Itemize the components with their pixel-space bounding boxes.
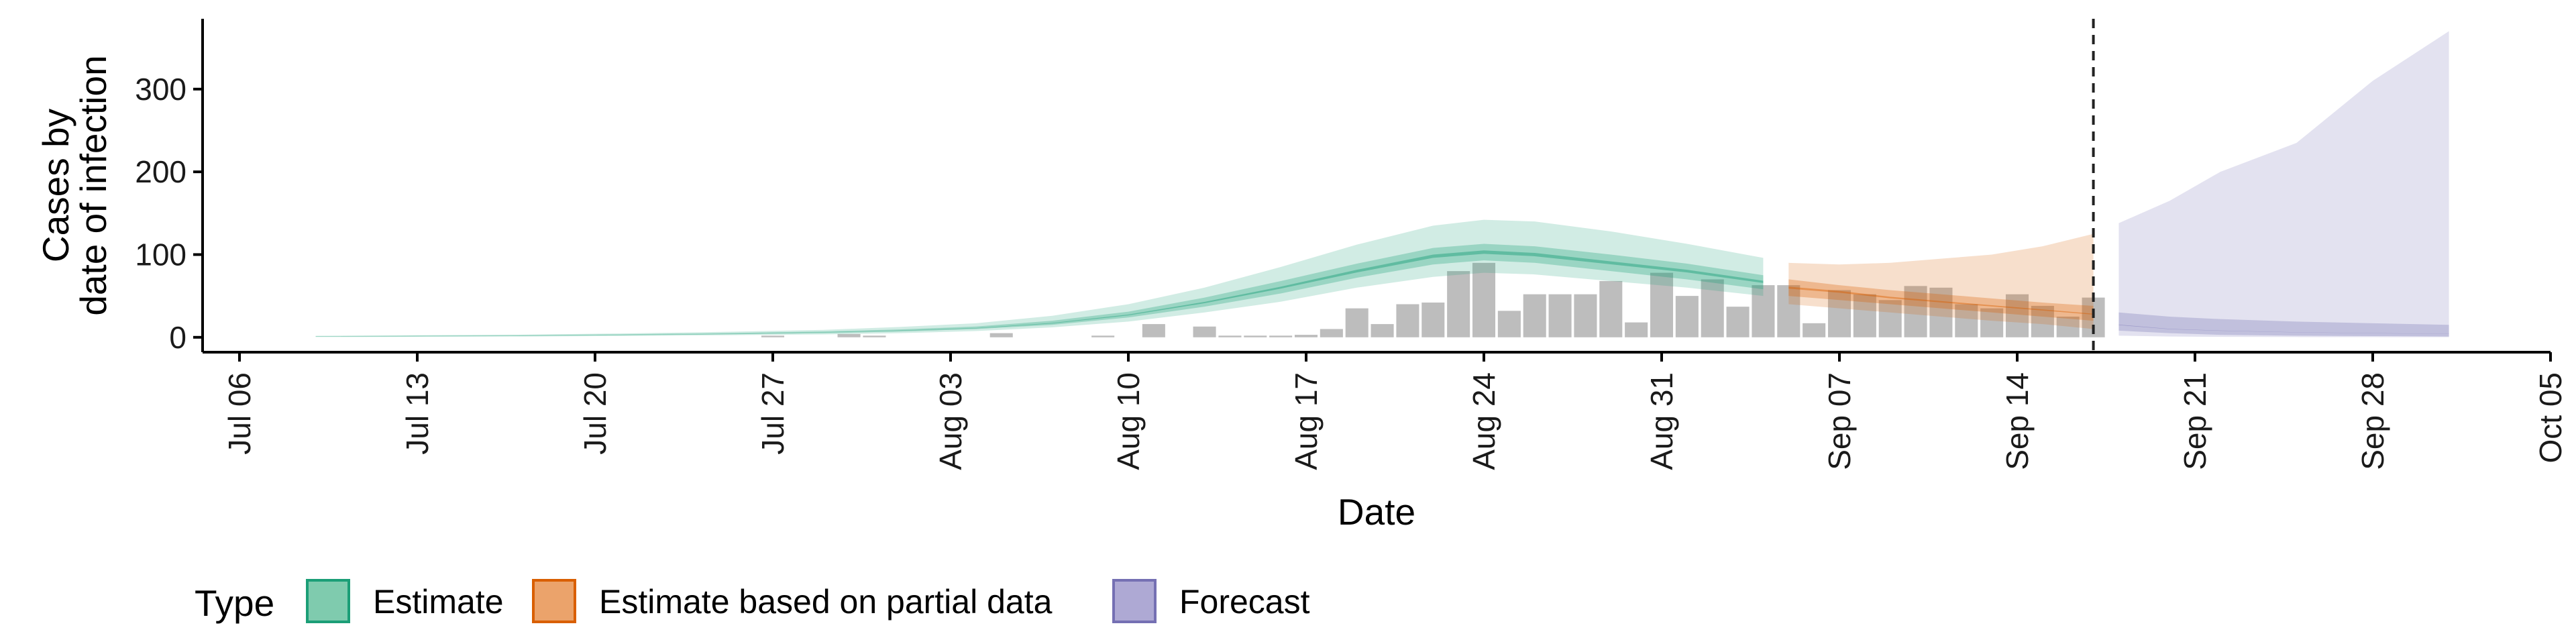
y-tick-label-300: 300 (135, 72, 186, 107)
bar-observed-2020-09-02 (1701, 279, 1724, 337)
ribbon-90 (2118, 31, 2449, 337)
x-tick-label-2020-08-17: Aug 17 (1289, 372, 1324, 470)
legend-key-2 (1112, 579, 1157, 623)
x-tick-label-2020-07-27: Jul 27 (755, 372, 790, 455)
bar-observed-2020-08-17 (1294, 335, 1318, 337)
bar-observed-2020-08-29 (1599, 280, 1623, 337)
bar-observed-2020-07-31 (863, 335, 886, 337)
bar-observed-2020-08-05 (989, 333, 1013, 337)
x-tick-label-2020-08-10: Aug 10 (1111, 372, 1146, 470)
y-tick-label-100: 100 (135, 237, 186, 272)
bar-observed-2020-09-07 (1827, 290, 1851, 337)
bar-observed-2020-09-06 (1803, 323, 1826, 337)
bar-observed-2020-08-18 (1320, 329, 1343, 337)
legend-key-1 (532, 579, 576, 623)
series-estimate (315, 219, 1764, 337)
bar-observed-2020-09-08 (1853, 294, 1876, 337)
y-axis-title: Cases by date of infection (35, 55, 114, 315)
bar-observed-2020-08-09 (1091, 335, 1115, 337)
x-axis-ticks: Jul 06 Jul 13 Jul 20 Jul 27 Aug 03 Aug 10 Aug … (222, 352, 2568, 470)
y-axis-ticks: 0 100 200 300 (135, 72, 203, 355)
x-tick-label-2020-09-07: Sep 07 (1822, 372, 1857, 470)
y-tick-label-0: 0 (169, 320, 186, 355)
x-tick-label-2020-08-24: Aug 24 (1466, 372, 1501, 470)
legend: Type Estimate Estimate based on partial d… (195, 579, 1310, 624)
bar-observed-2020-08-20 (1371, 324, 1394, 337)
ribbon-50 (2118, 312, 2449, 337)
bar-observed-2020-09-16 (2056, 316, 2080, 337)
legend-title: Type (195, 582, 274, 624)
bar-observed-2020-09-04 (1752, 285, 1775, 337)
bar-observed-2020-09-15 (2031, 305, 2054, 337)
y-axis-title-line-2: date of infection (72, 55, 114, 315)
bar-observed-2020-08-13 (1193, 326, 1216, 337)
bar-observed-2020-08-28 (1574, 294, 1597, 337)
legend-label-1: Estimate based on partial data (599, 583, 1053, 621)
series-forecast (2118, 31, 2449, 337)
bar-observed-2020-08-26 (1523, 294, 1546, 337)
plot-area (315, 19, 2449, 352)
y-tick-label-200: 200 (135, 154, 186, 189)
bar-observed-2020-09-05 (1777, 285, 1801, 337)
bar-observed-2020-09-10 (1904, 286, 1927, 337)
x-tick-label-2020-07-06: Jul 06 (222, 372, 257, 455)
legend-label-0: Estimate (373, 583, 504, 621)
bar-observed-2020-08-24 (1472, 262, 1496, 337)
x-tick-label-2020-08-03: Aug 03 (933, 372, 968, 470)
bar-observed-2020-09-13 (1980, 308, 2004, 337)
bar-observed-2020-07-27 (761, 335, 785, 337)
x-tick-label-2020-08-31: Aug 31 (1644, 372, 1679, 470)
x-axis-title: Date (1338, 491, 1415, 533)
bar-observed-2020-09-09 (1878, 300, 1902, 337)
bar-observed-2020-08-16 (1269, 335, 1293, 337)
bar-observed-2020-08-21 (1396, 304, 1419, 337)
bar-observed-2020-09-11 (1929, 287, 1953, 337)
bar-observed-2020-09-12 (1955, 304, 1978, 337)
bar-observed-2020-08-31 (1650, 272, 1674, 337)
bar-observed-2020-08-22 (1421, 303, 1445, 337)
bar-observed-2020-09-14 (2005, 294, 2029, 337)
x-tick-label-2020-07-13: Jul 13 (400, 372, 435, 455)
ribbon-50 (1788, 279, 2094, 321)
ribbon-90 (1788, 233, 2094, 329)
legend-label-2: Forecast (1179, 583, 1310, 621)
x-tick-label-2020-10-05: Oct 05 (2533, 372, 2568, 464)
ribbon-90 (315, 219, 1764, 337)
series-estimate-based-on-partial-data (1788, 233, 2094, 329)
x-tick-label-2020-07-20: Jul 20 (578, 372, 612, 455)
bar-observed-2020-08-25 (1497, 311, 1521, 337)
x-tick-label-2020-09-21: Sep 21 (2178, 372, 2212, 470)
bar-observed-2020-08-27 (1548, 294, 1572, 337)
x-tick-label-2020-09-28: Sep 28 (2355, 372, 2390, 470)
bar-observed-2020-09-01 (1675, 296, 1699, 337)
bar-observed-2020-07-30 (837, 333, 861, 337)
bar-observed-2020-08-19 (1345, 308, 1368, 337)
ribbon-50 (315, 244, 1764, 337)
y-axis-title-line-1: Cases by (35, 108, 76, 262)
bar-observed-2020-08-23 (1447, 271, 1470, 337)
bar-observed-2020-08-11 (1142, 324, 1165, 337)
bar-observed-2020-09-03 (1726, 307, 1750, 337)
x-tick-label-2020-09-14: Sep 14 (2000, 372, 2035, 470)
median-band (1788, 286, 2094, 315)
bar-observed-2020-08-15 (1244, 335, 1267, 337)
legend-key-0 (306, 579, 350, 623)
axes: Jul 06 Jul 13 Jul 20 Jul 27 Aug 03 Aug 10 Aug … (135, 19, 2568, 470)
bar-observed-2020-08-14 (1218, 335, 1242, 337)
bar-observed-2020-08-30 (1625, 322, 1648, 337)
